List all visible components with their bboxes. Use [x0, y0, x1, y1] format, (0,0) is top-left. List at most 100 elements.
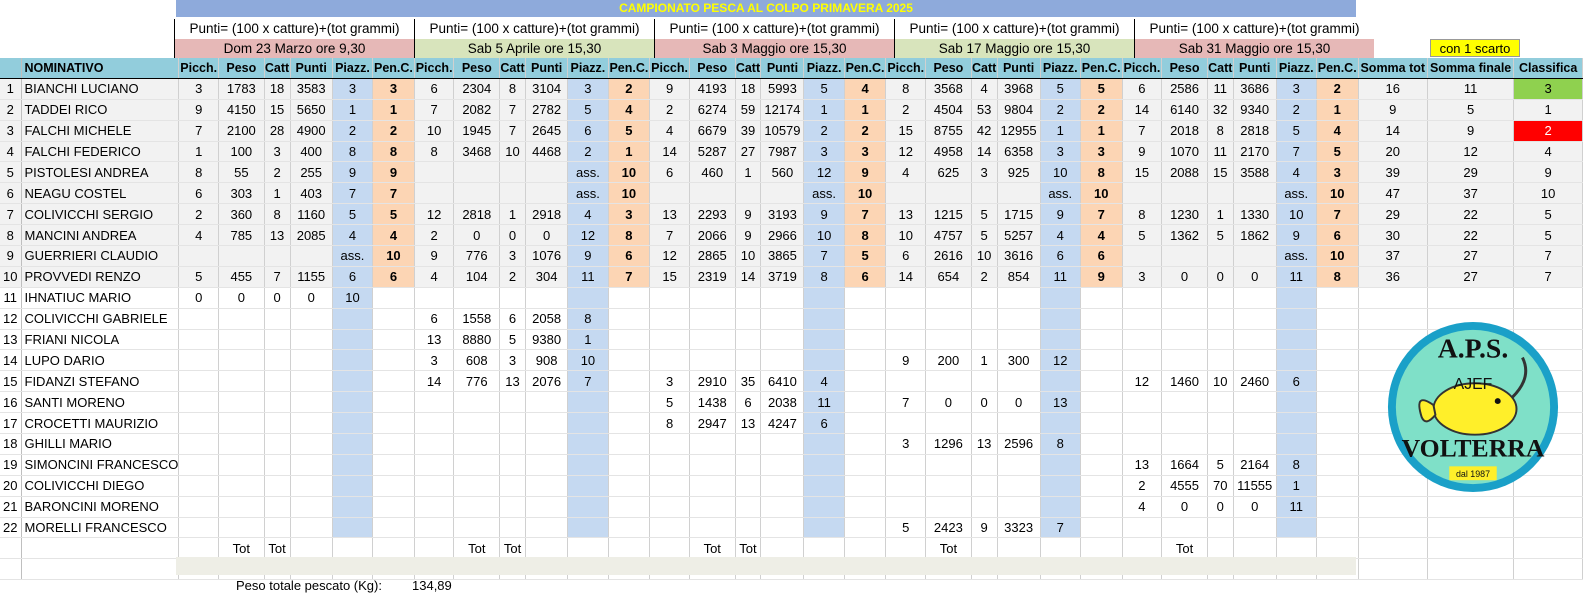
punti-cell[interactable] [290, 349, 333, 372]
pen-cell[interactable]: 7 [1316, 203, 1359, 226]
competitor-name[interactable]: IHNATIUC MARIO [21, 287, 180, 309]
pen-cell[interactable] [1316, 517, 1359, 539]
catt-cell[interactable]: 3 [971, 161, 998, 184]
catt-cell[interactable] [264, 517, 291, 539]
peso-cell[interactable] [689, 496, 736, 518]
piazz-cell[interactable]: 9 [567, 245, 609, 267]
piazz-cell[interactable] [567, 287, 609, 309]
pen-cell[interactable]: 9 [372, 161, 415, 184]
catt-cell[interactable]: 15 [264, 99, 291, 121]
punti-cell[interactable]: 908 [525, 349, 569, 372]
peso-cell[interactable] [1161, 182, 1208, 205]
picch-cell[interactable] [413, 287, 455, 309]
picch-cell[interactable]: 7 [649, 224, 690, 247]
pen-cell[interactable] [372, 349, 415, 372]
header-cell[interactable]: Punti [525, 58, 569, 79]
catt-cell[interactable] [1207, 349, 1234, 372]
pen-cell[interactable] [372, 433, 415, 455]
piazz-cell[interactable]: 9 [1276, 224, 1317, 247]
peso-cell[interactable] [453, 391, 501, 414]
punti-cell[interactable]: 925 [997, 161, 1041, 184]
totals-label[interactable] [885, 537, 927, 560]
piazz-cell[interactable]: 10 [567, 349, 609, 372]
pen-cell[interactable] [1316, 329, 1359, 351]
catt-cell[interactable]: 28 [264, 120, 291, 142]
punti-cell[interactable]: 854 [997, 266, 1041, 288]
totals-label[interactable] [608, 537, 651, 560]
piazz-cell[interactable]: 1 [803, 99, 845, 121]
pen-cell[interactable] [844, 308, 887, 330]
pen-cell[interactable]: 1 [608, 141, 651, 163]
catt-cell[interactable]: 1 [499, 203, 526, 226]
piazz-cell[interactable] [1276, 329, 1317, 351]
pen-cell[interactable] [608, 496, 651, 518]
piazz-cell[interactable]: 6 [567, 120, 609, 142]
peso-cell[interactable]: 2088 [1161, 161, 1208, 184]
peso-cell[interactable] [1161, 287, 1208, 309]
header-nominativo[interactable]: NOMINATIVO [21, 58, 180, 79]
pen-cell[interactable] [372, 287, 415, 309]
catt-cell[interactable]: 5 [1207, 224, 1234, 247]
picch-cell[interactable]: 12 [413, 203, 455, 226]
picch-cell[interactable] [1121, 182, 1163, 205]
piazz-cell[interactable] [567, 433, 609, 455]
classifica-cell[interactable]: 7 [1513, 266, 1583, 288]
peso-cell[interactable]: 0 [453, 224, 501, 247]
piazz-cell[interactable]: 1 [1276, 475, 1317, 497]
somma-finale-cell[interactable]: 9 [1427, 120, 1515, 142]
pen-cell[interactable] [1080, 517, 1123, 539]
pen-cell[interactable]: 6 [1080, 245, 1123, 267]
catt-cell[interactable] [971, 182, 998, 205]
piazz-cell[interactable]: 12 [803, 161, 845, 184]
catt-cell[interactable]: 70 [1207, 475, 1234, 497]
punti-cell[interactable]: 3583 [290, 78, 333, 100]
peso-cell[interactable] [925, 412, 972, 435]
punti-cell[interactable]: 3719 [760, 266, 805, 288]
punti-cell[interactable]: 12174 [760, 99, 805, 121]
punti-cell[interactable] [760, 433, 805, 455]
pen-cell[interactable] [1316, 349, 1359, 372]
competitor-name[interactable]: MORELLI FRANCESCO [21, 517, 180, 539]
catt-cell[interactable] [499, 287, 526, 309]
piazz-cell[interactable] [567, 454, 609, 476]
cell[interactable] [1357, 537, 1428, 560]
row-number[interactable]: 19 [0, 454, 22, 476]
somma-tot-cell[interactable]: 14 [1357, 120, 1428, 142]
peso-cell[interactable] [689, 349, 736, 372]
piazz-cell[interactable] [803, 329, 845, 351]
peso-cell[interactable] [1161, 433, 1208, 455]
somma-finale-cell[interactable]: 22 [1427, 203, 1515, 226]
punti-cell[interactable]: 0 [997, 391, 1041, 414]
somma-finale-cell[interactable]: 29 [1427, 161, 1515, 184]
somma-tot-cell[interactable]: 47 [1357, 182, 1428, 205]
pen-cell[interactable]: 10 [1080, 182, 1123, 205]
picch-cell[interactable] [885, 182, 927, 205]
picch-cell[interactable] [885, 496, 927, 518]
picch-cell[interactable] [649, 517, 690, 539]
punti-cell[interactable]: 11555 [1233, 475, 1277, 497]
picch-cell[interactable]: 10 [413, 120, 455, 142]
pen-cell[interactable]: 6 [372, 266, 415, 288]
piazz-cell[interactable]: 4 [1276, 161, 1317, 184]
piazz-cell[interactable] [332, 496, 374, 518]
pen-cell[interactable] [608, 517, 651, 539]
peso-cell[interactable]: 1215 [925, 203, 972, 226]
piazz-cell[interactable] [1040, 308, 1081, 330]
pen-cell[interactable]: 10 [608, 182, 651, 205]
punti-cell[interactable]: 2038 [760, 391, 805, 414]
piazz-cell[interactable] [1040, 329, 1081, 351]
peso-cell[interactable] [925, 182, 972, 205]
piazz-cell[interactable]: 11 [1040, 266, 1081, 288]
catt-cell[interactable]: 4 [971, 78, 998, 100]
catt-cell[interactable] [1207, 391, 1234, 414]
pen-cell[interactable] [1080, 349, 1123, 372]
cell[interactable] [1427, 537, 1515, 560]
peso-cell[interactable]: 2100 [218, 120, 265, 142]
piazz-cell[interactable]: 3 [803, 141, 845, 163]
peso-cell[interactable]: 2910 [689, 370, 736, 393]
pen-cell[interactable] [844, 454, 887, 476]
piazz-cell[interactable]: 12 [1040, 349, 1081, 372]
peso-cell[interactable]: 2082 [453, 99, 501, 121]
punti-cell[interactable]: 1862 [1233, 224, 1277, 247]
piazz-cell[interactable]: 10 [1276, 203, 1317, 226]
